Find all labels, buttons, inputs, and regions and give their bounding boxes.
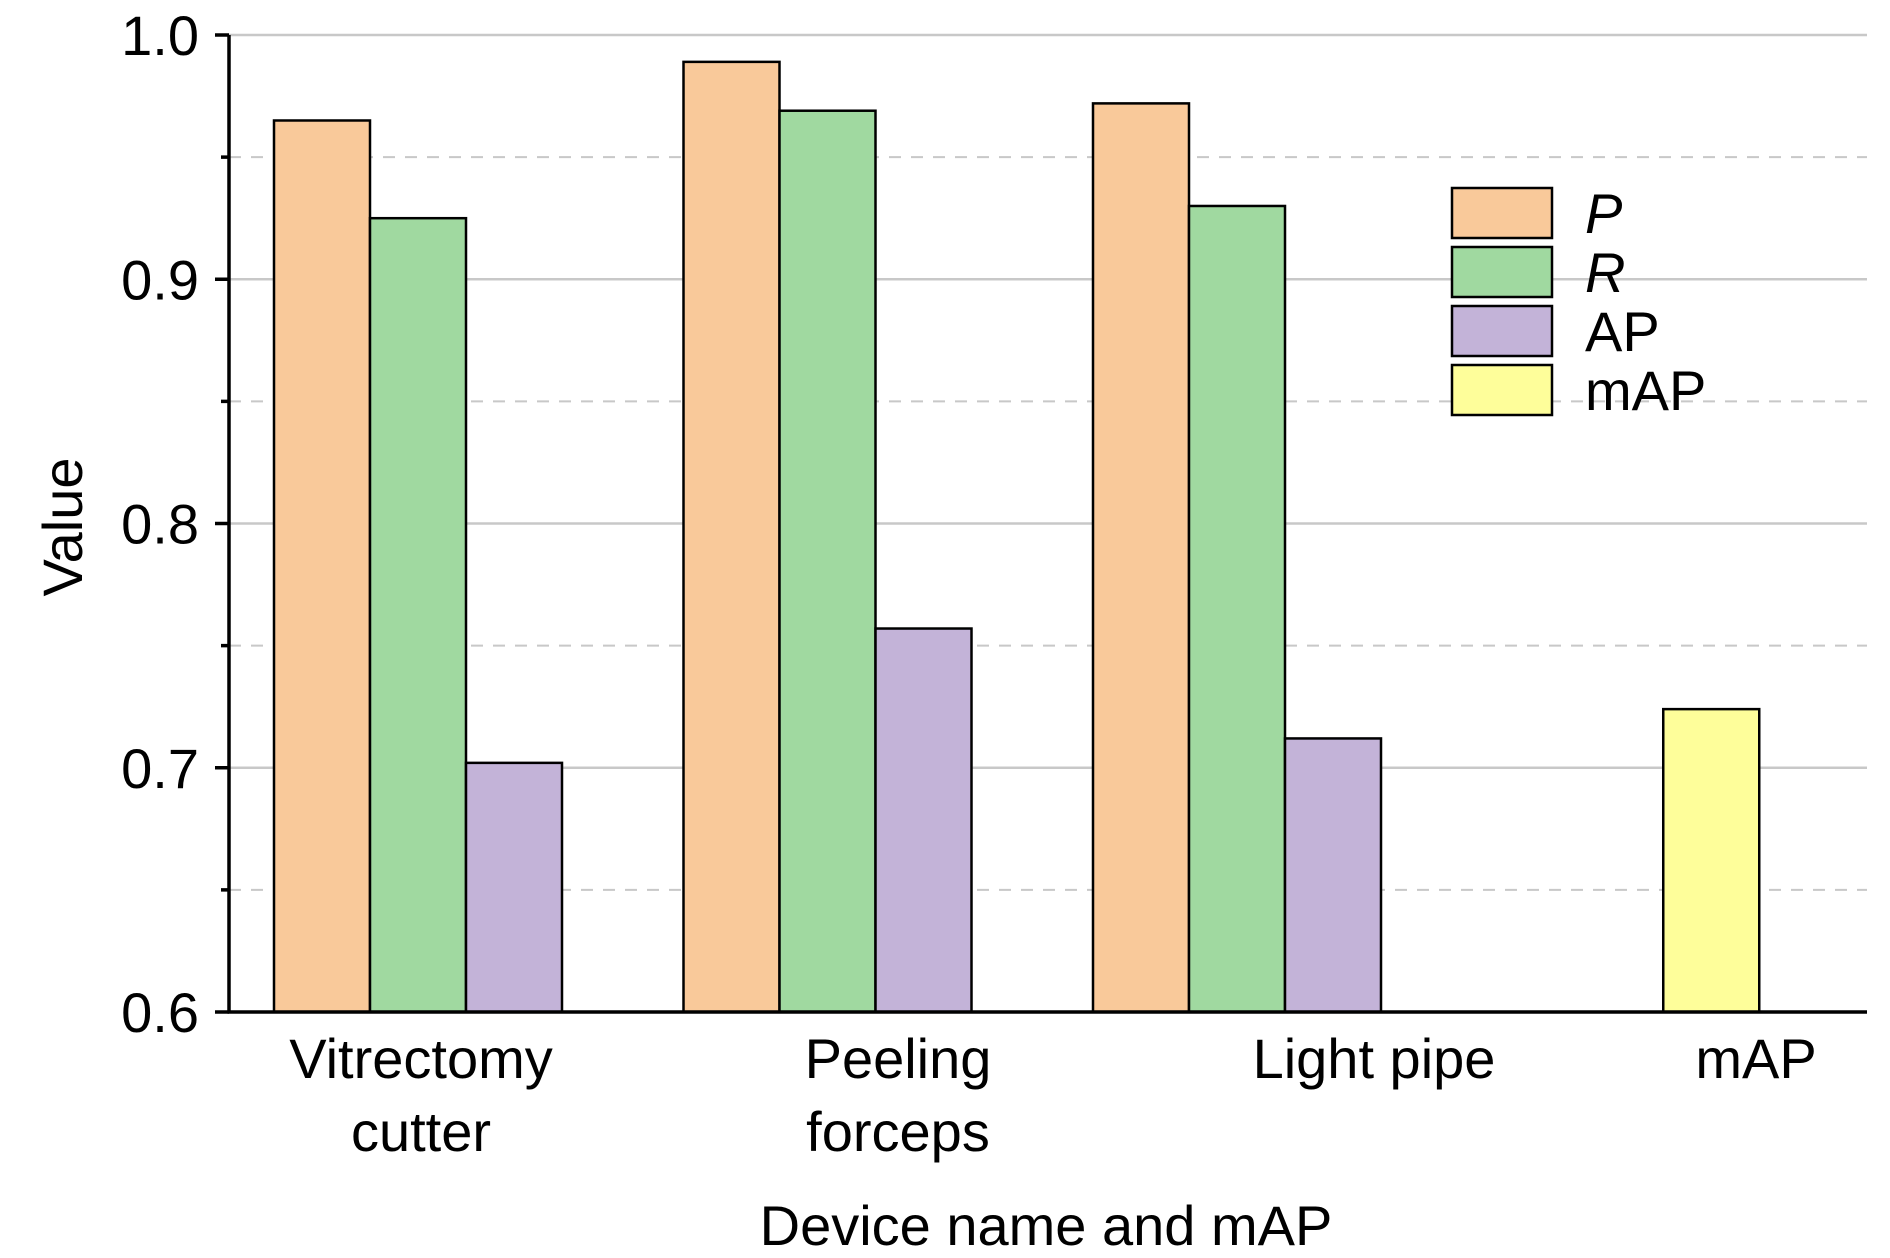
y-tick-label: 1.0 — [121, 4, 199, 67]
x-axis-title: Device name and mAP — [760, 1194, 1333, 1257]
y-axis-title: Value — [31, 457, 94, 596]
legend-label-map: mAP — [1585, 359, 1706, 422]
x-tick-label: Peeling — [805, 1027, 992, 1090]
x-tick-label: cutter — [351, 1100, 491, 1163]
legend-swatch-ap — [1450, 304, 1554, 358]
legend-swatch-map — [1450, 363, 1554, 417]
bar-p-1 — [682, 60, 781, 1014]
bar-p-2 — [1091, 102, 1191, 1014]
y-tick-label: 0.7 — [121, 737, 199, 800]
bar-r-2 — [1187, 204, 1287, 1014]
x-tick-label: mAP — [1695, 1027, 1816, 1090]
y-tick-label: 0.8 — [121, 493, 199, 556]
legend-label-r: R — [1585, 241, 1625, 304]
x-tick-label: Vitrectomy — [289, 1027, 552, 1090]
axes — [215, 33, 1867, 1014]
x-tick-label: Light pipe — [1253, 1027, 1496, 1090]
bar-ap-2 — [1283, 737, 1383, 1014]
bar-map-3 — [1662, 707, 1761, 1014]
x-tick-label: forceps — [806, 1100, 990, 1163]
legend-swatch-r — [1450, 245, 1554, 299]
bar-group — [272, 60, 1761, 1014]
bar-p-0 — [272, 119, 372, 1014]
y-tick-label: 0.9 — [121, 248, 199, 311]
bar-ap-0 — [464, 761, 564, 1014]
bar-ap-1 — [874, 627, 973, 1014]
bar-r-0 — [368, 216, 468, 1014]
legend-label-ap: AP — [1585, 300, 1660, 363]
legend-swatch-p — [1450, 186, 1554, 240]
legend-label-p: P — [1585, 182, 1622, 245]
axis-labels: 0.6 0.7 0.8 0.9 1.0 Vitrectomy cutter Peeling fo… — [121, 4, 1817, 1163]
bar-r-1 — [778, 109, 877, 1014]
y-tick-label: 0.6 — [121, 981, 199, 1044]
